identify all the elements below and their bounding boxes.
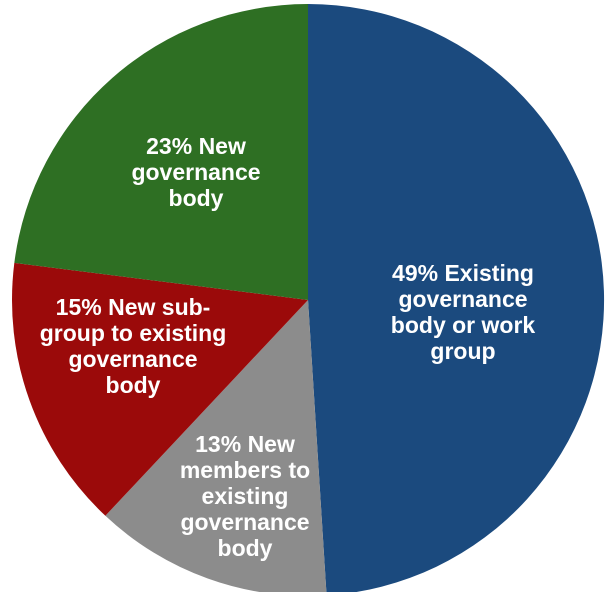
- slice-label-line: body or work: [391, 312, 536, 338]
- slice-label-line: body: [106, 372, 161, 398]
- pie-slice: [14, 4, 309, 300]
- slice-label-line: 15% New sub-: [56, 294, 211, 320]
- slice-label-line: governance: [398, 286, 527, 312]
- slice-label-line: 13% New: [195, 431, 295, 457]
- slice-label-line: 49% Existing: [392, 260, 534, 286]
- pie-slices: [11, 4, 605, 592]
- slice-label: 49% Existing governance body or work group: [391, 260, 536, 364]
- slice-label: 13% New members to existing governance body: [180, 431, 310, 561]
- pie-slice: [308, 4, 605, 592]
- slice-label-line: members to: [180, 457, 310, 483]
- slice-label-line: governance: [131, 159, 260, 185]
- pie-slice: [11, 262, 308, 516]
- slice-label-line: governance: [180, 509, 309, 535]
- slice-label-line: governance: [68, 346, 197, 372]
- slice-label-line: body: [218, 535, 273, 561]
- slice-label-line: existing: [202, 483, 289, 509]
- pie-slice: [105, 300, 327, 592]
- slice-label-line: body: [169, 185, 224, 211]
- slice-label: 15% New sub-group to existing governance b…: [40, 294, 227, 398]
- slice-label-line: group: [430, 338, 495, 364]
- slice-label-line: group to existing: [40, 320, 227, 346]
- pie-labels: 49% Existing governance body or work group1…: [40, 133, 536, 561]
- slice-label-line: 23% New: [146, 133, 246, 159]
- slice-label: 23% New governance body: [131, 133, 260, 211]
